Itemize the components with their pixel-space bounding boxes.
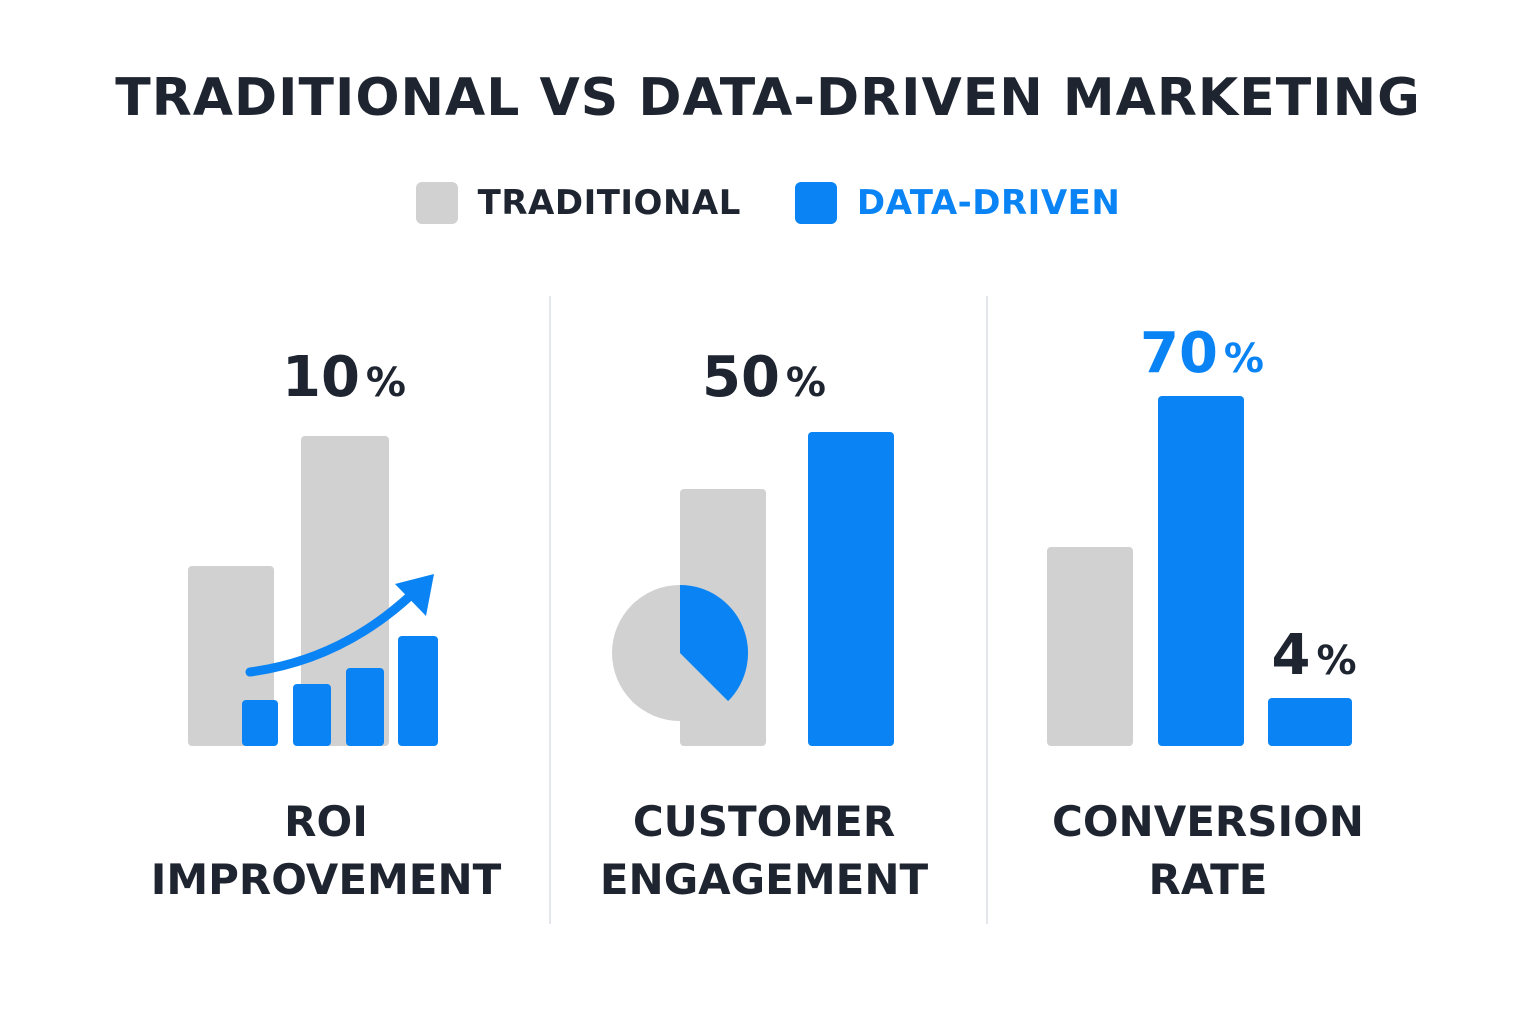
conversion-value-label: 70% [1140, 321, 1264, 386]
legend-item-data-driven: DATA-DRIVEN [794, 182, 1121, 224]
legend-label-traditional: TRADITIONAL [477, 183, 741, 223]
engagement-data-driven-bar [808, 432, 894, 746]
roi-category-label-line-1: ROI [284, 797, 368, 846]
trend-arrow-icon [395, 574, 434, 616]
engagement-value-label: 50% [702, 345, 826, 410]
trend-arrow-line [245, 591, 415, 677]
conversion-data-driven-bar [1158, 396, 1244, 746]
chart-title: TRADITIONAL VS DATA-DRIVEN MARKETING [115, 68, 1421, 128]
pie-slice-icon [680, 585, 749, 702]
legend-swatch-traditional [415, 182, 458, 224]
conversion-traditional-bar [1047, 547, 1133, 746]
roi-data-driven-bar-1 [242, 700, 278, 746]
roi-value-label: 10% [282, 345, 406, 410]
roi-data-driven-bar-3 [346, 668, 384, 746]
legend-item-traditional: TRADITIONAL [415, 182, 741, 224]
roi-category-label-line-2: IMPROVEMENT [151, 855, 502, 904]
engagement-category-label-line-2: ENGAGEMENT [600, 855, 929, 904]
conversion-small-bar [1268, 698, 1352, 746]
legend: TRADITIONAL DATA-DRIVEN [0, 182, 1536, 224]
legend-label-data-driven: DATA-DRIVEN [856, 183, 1121, 223]
engagement-category-label-line-1: CUSTOMER [633, 797, 895, 846]
legend-swatch-data-driven [794, 182, 837, 224]
conversion-category-label-line-2: RATE [1149, 855, 1268, 904]
conversion-category-label-line-1: CONVERSION [1052, 797, 1364, 846]
roi-data-driven-bar-2 [293, 684, 331, 746]
conversion-secondary-value-label: 4% [1271, 623, 1356, 688]
roi-data-driven-bar-4 [398, 636, 438, 746]
